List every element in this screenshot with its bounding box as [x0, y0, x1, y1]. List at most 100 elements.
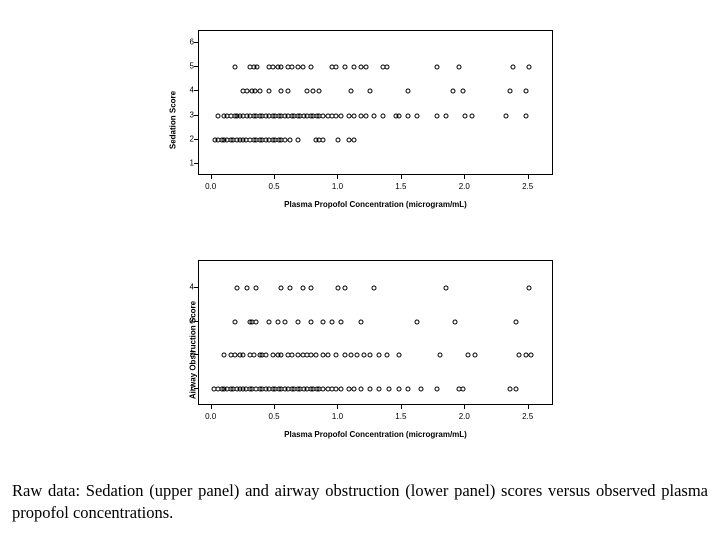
data-marker	[321, 137, 326, 142]
data-marker	[415, 113, 420, 118]
airway-panel: Airway Obstruction Score Plasma Propofol…	[140, 250, 570, 450]
y-tick-mark	[194, 90, 198, 91]
data-marker	[295, 137, 300, 142]
data-marker	[232, 319, 237, 324]
data-marker	[326, 353, 331, 358]
data-marker	[308, 65, 313, 70]
data-marker	[513, 387, 518, 392]
y-tick-label: 2	[180, 134, 194, 143]
data-marker	[351, 137, 356, 142]
data-marker	[473, 353, 478, 358]
x-tick-mark	[401, 175, 402, 179]
data-marker	[279, 285, 284, 290]
data-marker	[516, 353, 521, 358]
plot-area-bottom	[198, 260, 553, 405]
data-marker	[304, 89, 309, 94]
data-marker	[288, 285, 293, 290]
data-marker	[406, 89, 411, 94]
figure-caption: Raw data: Sedation (upper panel) and air…	[12, 480, 708, 525]
data-marker	[437, 353, 442, 358]
data-marker	[289, 65, 294, 70]
x-tick-label: 2.5	[522, 412, 533, 421]
y-tick-label: 2	[180, 350, 194, 359]
plot-area-top	[198, 30, 553, 175]
y-tick-label: 6	[180, 38, 194, 47]
data-marker	[279, 89, 284, 94]
x-tick-label: 1.0	[332, 182, 343, 191]
data-marker	[333, 65, 338, 70]
x-tick-mark	[211, 175, 212, 179]
data-marker	[511, 65, 516, 70]
x-tick-label: 0.0	[205, 182, 216, 191]
data-marker	[321, 319, 326, 324]
x-tick-mark	[464, 175, 465, 179]
x-tick-mark	[528, 405, 529, 409]
data-marker	[384, 353, 389, 358]
figure-container: Sedation Score Plasma Propofol Concentra…	[140, 20, 570, 460]
y-tick-mark	[194, 287, 198, 288]
data-marker	[397, 353, 402, 358]
y-tick-label: 5	[180, 62, 194, 71]
data-marker	[465, 353, 470, 358]
data-marker	[295, 319, 300, 324]
data-marker	[351, 387, 356, 392]
data-marker	[342, 353, 347, 358]
data-marker	[349, 89, 354, 94]
data-marker	[456, 65, 461, 70]
data-marker	[377, 387, 382, 392]
data-marker	[513, 319, 518, 324]
x-tick-label: 2.0	[459, 412, 470, 421]
x-tick-mark	[464, 405, 465, 409]
data-marker	[235, 285, 240, 290]
y-tick-label: 3	[180, 316, 194, 325]
data-marker	[266, 89, 271, 94]
x-tick-label: 2.5	[522, 182, 533, 191]
data-marker	[300, 285, 305, 290]
data-marker	[339, 387, 344, 392]
data-marker	[463, 113, 468, 118]
data-marker	[283, 319, 288, 324]
data-marker	[364, 113, 369, 118]
data-marker	[289, 353, 294, 358]
data-marker	[524, 89, 529, 94]
data-marker	[317, 89, 322, 94]
data-marker	[279, 353, 284, 358]
data-marker	[342, 65, 347, 70]
data-marker	[336, 285, 341, 290]
data-marker	[245, 285, 250, 290]
data-marker	[435, 113, 440, 118]
y-tick-mark	[194, 354, 198, 355]
data-marker	[349, 353, 354, 358]
data-marker	[371, 113, 376, 118]
y-tick-mark	[194, 163, 198, 164]
x-tick-mark	[337, 405, 338, 409]
data-marker	[526, 285, 531, 290]
data-marker	[415, 319, 420, 324]
x-tick-mark	[401, 405, 402, 409]
x-tick-mark	[274, 175, 275, 179]
data-marker	[222, 353, 227, 358]
y-tick-mark	[194, 388, 198, 389]
data-marker	[507, 89, 512, 94]
data-marker	[300, 65, 305, 70]
data-marker	[377, 353, 382, 358]
data-marker	[507, 387, 512, 392]
data-marker	[460, 89, 465, 94]
data-marker	[450, 89, 455, 94]
data-marker	[397, 387, 402, 392]
y-tick-label: 3	[180, 110, 194, 119]
data-marker	[285, 89, 290, 94]
x-tick-mark	[337, 175, 338, 179]
data-marker	[351, 113, 356, 118]
y-tick-mark	[194, 115, 198, 116]
data-marker	[384, 65, 389, 70]
y-tick-label: 4	[180, 282, 194, 291]
data-marker	[311, 89, 316, 94]
data-marker	[255, 65, 260, 70]
x-tick-label: 1.5	[395, 182, 406, 191]
sedation-panel: Sedation Score Plasma Propofol Concentra…	[140, 20, 570, 220]
data-marker	[257, 89, 262, 94]
data-marker	[368, 89, 373, 94]
data-marker	[359, 319, 364, 324]
data-marker	[371, 285, 376, 290]
